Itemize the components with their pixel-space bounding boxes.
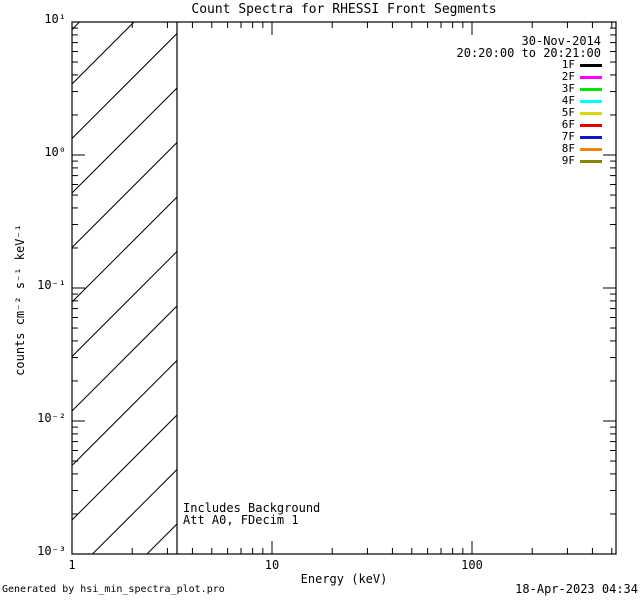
x-tick-label: 1 (68, 558, 76, 572)
x-tick-label: 100 (461, 558, 483, 572)
chart-title: Count Spectra for RHESSI Front Segments (191, 2, 497, 17)
annotation-includes-background: Includes Background (183, 501, 321, 515)
legend-entry: 3F (562, 83, 602, 95)
legend-entry: 5F (562, 107, 602, 119)
legend-label: 1F (561, 58, 575, 71)
legend-label: 6F (561, 118, 575, 131)
legend-label: 7F (561, 130, 575, 143)
y-tick-label: 10⁰ (44, 145, 66, 159)
x-axis-label: Energy (keV) (300, 572, 388, 586)
legend-label: 9F (561, 154, 575, 167)
legend-color-line (580, 147, 602, 151)
legend-label: 3F (561, 82, 575, 95)
legend-entry: 2F (562, 71, 602, 83)
legend-entry: 4F (562, 95, 602, 107)
x-tick-label: 10 (264, 558, 280, 572)
y-tick-label: 10⁻³ (37, 544, 66, 558)
y-tick-label: 10⁻² (37, 411, 66, 425)
legend-color-line (580, 63, 602, 67)
legend-entry: 6F (562, 119, 602, 131)
legend-label: 5F (561, 106, 575, 119)
plot-timestamp: 18-Apr-2023 04:34 (515, 582, 638, 596)
y-axis-label: counts cm⁻² s⁻¹ keV⁻¹ (13, 224, 27, 376)
legend-entry: 9F (562, 155, 602, 167)
hatch-lines (72, 22, 178, 554)
legend-color-line (580, 99, 602, 103)
legend-label: 4F (561, 94, 575, 107)
legend-label: 2F (561, 70, 575, 83)
legend-entry: 8F (562, 143, 602, 155)
y-tick-label: 10⁻¹ (37, 278, 66, 292)
legend-color-line (580, 123, 602, 127)
legend-color-line (580, 87, 602, 91)
legend-color-line (580, 135, 602, 139)
legend-label: 8F (561, 142, 575, 155)
legend-entry: 7F (562, 131, 602, 143)
y-tick-label: 10¹ (44, 12, 66, 26)
legend-date: 30-Nov-2014 (521, 34, 601, 48)
legend-color-line (580, 75, 602, 79)
legend-entry: 1F (562, 59, 602, 71)
generated-by-credit: Generated by hsi_min_spectra_plot.pro (2, 584, 225, 595)
annotation-attenuator-state: Att A0, FDecim 1 (183, 513, 299, 527)
legend-color-line (580, 111, 602, 115)
legend: 1F 2F 3F 4F 5F 6F 7F 8F 9F (562, 59, 602, 167)
legend-color-line (580, 159, 602, 163)
legend-time-range: 20:20:00 to 20:21:00 (456, 46, 602, 60)
